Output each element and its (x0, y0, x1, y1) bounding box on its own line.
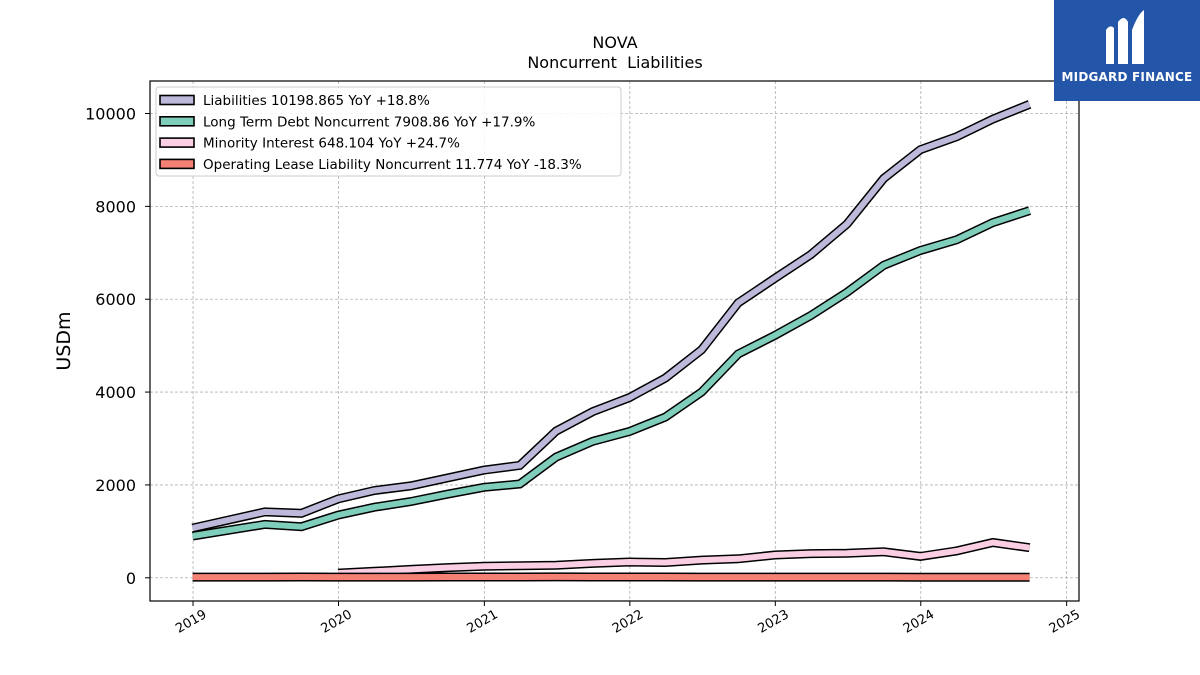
legend-label: Long Term Debt Noncurrent 7908.86 YoY +1… (203, 114, 535, 130)
y-tick-label: 10000 (85, 105, 136, 124)
x-axis-ticks: 2019 2020 2021 2022 2023 2024 2025 (173, 601, 1083, 637)
legend-swatch (159, 158, 195, 170)
series-layer (191, 100, 1032, 582)
legend-swatch (159, 116, 195, 127)
logo-text: MIDGARD FINANCE (1061, 70, 1193, 84)
chart-subtitle: Noncurrent Liabilities (527, 53, 702, 72)
x-tick-label: 2024 (901, 607, 937, 637)
y-tick-label: 0 (126, 569, 136, 588)
x-tick-label: 2023 (755, 607, 791, 637)
y-axis-label: USDm (53, 311, 75, 370)
y-tick-label: 2000 (95, 476, 136, 495)
legend-swatch (159, 94, 195, 106)
x-tick-label: 2025 (1047, 607, 1083, 637)
legend-box (155, 86, 622, 177)
midgard-finance-logo: MIDGARD FINANCE (1054, 0, 1200, 101)
legend-label: Operating Lease Liability Noncurrent 11.… (203, 157, 582, 173)
x-tick-label: 2020 (319, 607, 355, 637)
series-1 (191, 206, 1031, 541)
legend-label: Liabilities 10198.865 YoY +18.8% (203, 93, 430, 109)
series-2 (337, 537, 1031, 578)
series-0 (191, 100, 1032, 533)
x-tick-label: 2019 (173, 607, 209, 637)
series-line (191, 101, 1031, 532)
x-tick-label: 2021 (465, 607, 501, 637)
logo-mark-icon (1106, 10, 1144, 64)
y-tick-label: 4000 (95, 383, 136, 402)
chart-title: NOVA (592, 33, 637, 52)
y-tick-label: 6000 (95, 290, 136, 309)
y-tick-label: 8000 (95, 197, 136, 216)
y-axis-ticks: 0 2000 4000 6000 8000 10000 (85, 105, 150, 588)
series-line (192, 207, 1031, 539)
legend-swatch (159, 137, 195, 148)
x-tick-label: 2022 (610, 607, 646, 637)
legend-label: Minority Interest 648.104 YoY +24.7% (203, 136, 460, 152)
series-line (337, 539, 1031, 577)
plot-frame (149, 80, 1080, 602)
legend: Liabilities 10198.865 YoY +18.8% Long Ter… (155, 86, 622, 177)
